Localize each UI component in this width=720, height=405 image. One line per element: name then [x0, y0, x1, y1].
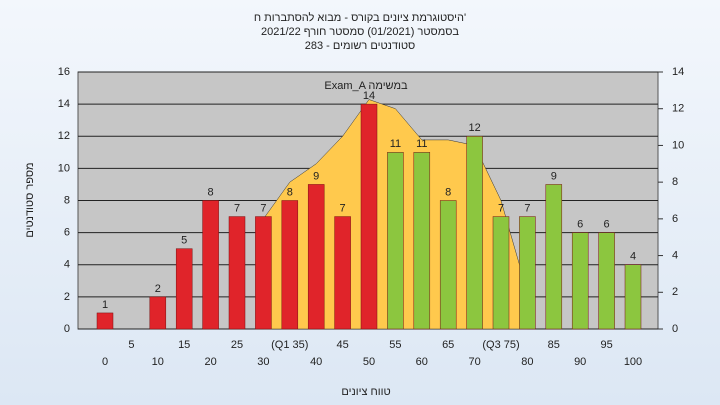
y-tick-label: 14: [58, 98, 70, 110]
bar: [545, 184, 563, 330]
data-label: 5: [181, 235, 187, 247]
x-tick-label: 70: [468, 356, 480, 368]
y-tick-label: 4: [64, 259, 70, 271]
data-label: 11: [416, 138, 427, 150]
x-tick-label: 0: [102, 356, 108, 368]
data-label: 9: [313, 170, 319, 182]
y-tick-label: 16: [58, 66, 70, 78]
x-tick-label: 90: [574, 356, 586, 368]
data-label: 6: [577, 219, 583, 231]
bar: [387, 152, 404, 330]
x-tick-label: 45: [336, 339, 348, 351]
bar: [519, 216, 536, 330]
bar: [175, 248, 193, 330]
y2-tick-label: 2: [672, 286, 678, 298]
data-label: 7: [340, 202, 346, 214]
data-label: 1: [102, 299, 108, 311]
x-tick-label: 40: [310, 356, 322, 368]
y2-tick-label: 10: [672, 139, 684, 151]
data-label: 8: [208, 186, 214, 198]
bar: [228, 216, 246, 330]
bar: [413, 152, 431, 330]
x-tick-label: 60: [416, 356, 428, 368]
x-tick-label: (Q1 35): [271, 339, 308, 351]
y-tick-label: 2: [64, 291, 70, 303]
data-label: 2: [155, 283, 161, 295]
y-tick-label: 10: [58, 162, 70, 174]
data-label: 11: [390, 138, 401, 150]
y-tick-label: 6: [64, 227, 70, 239]
data-label: 8: [445, 186, 451, 198]
bar: [492, 216, 510, 330]
bar: [307, 184, 325, 330]
x-tick-label: 25: [231, 339, 243, 351]
y-tick-label: 12: [58, 130, 70, 142]
x-tick-label: 55: [389, 339, 401, 351]
y-axis-label: מספר סטודנטים: [24, 162, 36, 237]
y2-tick-label: 4: [672, 249, 678, 261]
chart-subtitle: סטודנטים רשומים - 283: [305, 40, 416, 52]
x-tick-label: 100: [624, 356, 642, 368]
bar: [96, 312, 114, 330]
bar: [360, 103, 378, 330]
y2-tick-label: 8: [672, 176, 678, 188]
bar: [334, 216, 351, 330]
y2-tick-label: 12: [672, 103, 684, 115]
bar: [149, 296, 167, 330]
chart-title: היסטוגרמת ציונים בקורס - מבוא להסתברות ח…: [254, 11, 466, 24]
bar: [624, 264, 642, 330]
annotation: Exam_A במשימה: [324, 80, 408, 92]
bar: [202, 200, 219, 330]
bar: [255, 216, 272, 330]
x-tick-label: 65: [442, 339, 454, 351]
data-label: 14: [363, 90, 375, 102]
bar: [598, 232, 615, 330]
y2-tick-label: 14: [672, 66, 684, 78]
x-tick-label: 85: [548, 339, 560, 351]
y2-tick-label: 6: [672, 213, 678, 225]
bar: [281, 200, 299, 330]
x-tick-label: 30: [257, 356, 269, 368]
x-tick-label: 50: [363, 356, 375, 368]
data-label: 7: [260, 202, 266, 214]
x-tick-label: 95: [600, 339, 612, 351]
data-label: 8: [287, 186, 293, 198]
y2-tick-label: 0: [672, 323, 678, 335]
x-axis-label: טווח ציונים: [341, 386, 390, 398]
bar: [571, 232, 589, 330]
data-label: 7: [498, 202, 504, 214]
y-tick-label: 8: [64, 194, 70, 206]
x-tick-label: (Q3 75): [482, 339, 519, 351]
x-tick-label: 5: [128, 339, 134, 351]
x-tick-label: 10: [152, 356, 164, 368]
x-tick-label: 80: [521, 356, 533, 368]
data-label: 7: [524, 202, 530, 214]
x-tick-label: 15: [178, 339, 190, 351]
data-label: 12: [468, 122, 480, 134]
data-label: 6: [604, 219, 610, 231]
x-tick-label: 20: [204, 356, 216, 368]
bar: [439, 200, 457, 330]
data-label: 9: [551, 170, 557, 182]
y-tick-label: 0: [64, 323, 70, 335]
chart-subtitle: בסמסטר (01/2021) סמסטר חורף 2021/22: [261, 26, 459, 38]
bar: [466, 136, 483, 330]
data-label: 4: [630, 251, 636, 263]
data-label: 7: [234, 202, 240, 214]
